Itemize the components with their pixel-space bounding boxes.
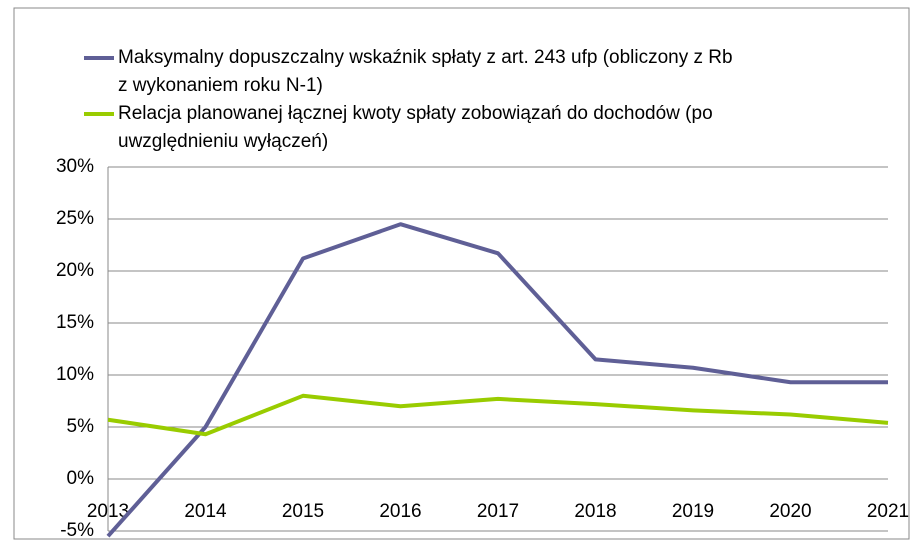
x-tick-label: 2018 bbox=[574, 501, 616, 522]
y-tick-label: 0% bbox=[67, 468, 95, 489]
legend-swatch bbox=[84, 56, 114, 60]
legend: Maksymalny dopuszczalny wskaźnik spłaty … bbox=[84, 44, 818, 156]
legend-swatch bbox=[84, 112, 114, 116]
legend-item: Relacja planowanej łącznej kwoty spłaty … bbox=[84, 100, 818, 156]
y-tick-label: 30% bbox=[56, 156, 94, 177]
y-tick-label: 10% bbox=[56, 364, 94, 385]
y-tick-label: -5% bbox=[60, 520, 94, 541]
y-tick-label: 15% bbox=[56, 312, 94, 333]
legend-label: Maksymalny dopuszczalny wskaźnik spłaty … bbox=[118, 47, 733, 96]
x-tick-label: 2014 bbox=[184, 501, 227, 522]
x-tick-label: 2013 bbox=[87, 501, 129, 522]
series-line bbox=[106, 222, 888, 538]
series-line bbox=[107, 393, 889, 437]
legend-item: Maksymalny dopuszczalny wskaźnik spłaty … bbox=[84, 44, 818, 100]
x-tick-label: 2020 bbox=[769, 501, 811, 522]
y-tick-label: 20% bbox=[56, 260, 94, 281]
y-tick-label: 25% bbox=[56, 208, 94, 229]
y-tick-label: 5% bbox=[67, 416, 95, 437]
x-tick-label: 2017 bbox=[477, 501, 519, 522]
chart-frame bbox=[13, 7, 910, 540]
x-tick-label: 2021 bbox=[867, 501, 909, 522]
x-tick-label: 2019 bbox=[672, 501, 714, 522]
x-tick-label: 2016 bbox=[379, 501, 421, 522]
legend-label: Relacja planowanej łącznej kwoty spłaty … bbox=[118, 103, 713, 152]
x-tick-label: 2015 bbox=[282, 501, 324, 522]
